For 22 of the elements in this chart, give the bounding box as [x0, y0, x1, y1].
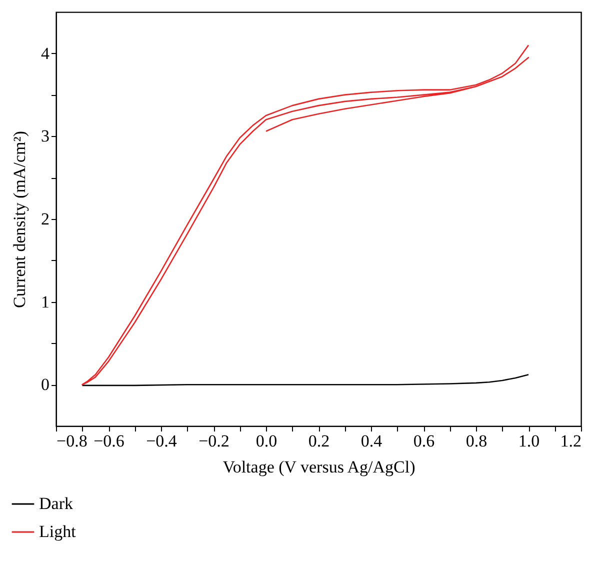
y-tick-label: 2 — [41, 210, 50, 228]
line-series — [82, 44, 530, 386]
x-tick-label: −0.4 — [146, 432, 178, 450]
x-tick-label: −0.2 — [198, 432, 230, 450]
x-tick-label: 0.2 — [308, 432, 330, 450]
x-tick-label: −0.6 — [94, 432, 124, 450]
y-tick-label: 1 — [41, 292, 50, 312]
x-tick-label: 1.2 — [560, 432, 582, 450]
x-tick-label: 0.4 — [360, 432, 383, 450]
y-tick-label: 0 — [41, 375, 50, 394]
x-tick-label: 1.0 — [518, 432, 540, 450]
legend-label: Dark — [39, 494, 74, 513]
y-tick-label: 3 — [41, 126, 50, 146]
y-axis-title: Current density (mA/cm²) — [10, 131, 29, 308]
x-tick-label: 0.8 — [466, 432, 488, 450]
line-series — [82, 374, 530, 386]
x-tick-label: −0.8 — [56, 432, 88, 450]
x-tick-label: 0.0 — [256, 432, 278, 450]
legend-label: Light — [39, 522, 76, 541]
y-tick-label: 4 — [41, 44, 50, 63]
x-axis-title: Voltage (V versus Ag/AgCl) — [222, 458, 416, 476]
x-tick-label: 0.6 — [413, 432, 435, 450]
